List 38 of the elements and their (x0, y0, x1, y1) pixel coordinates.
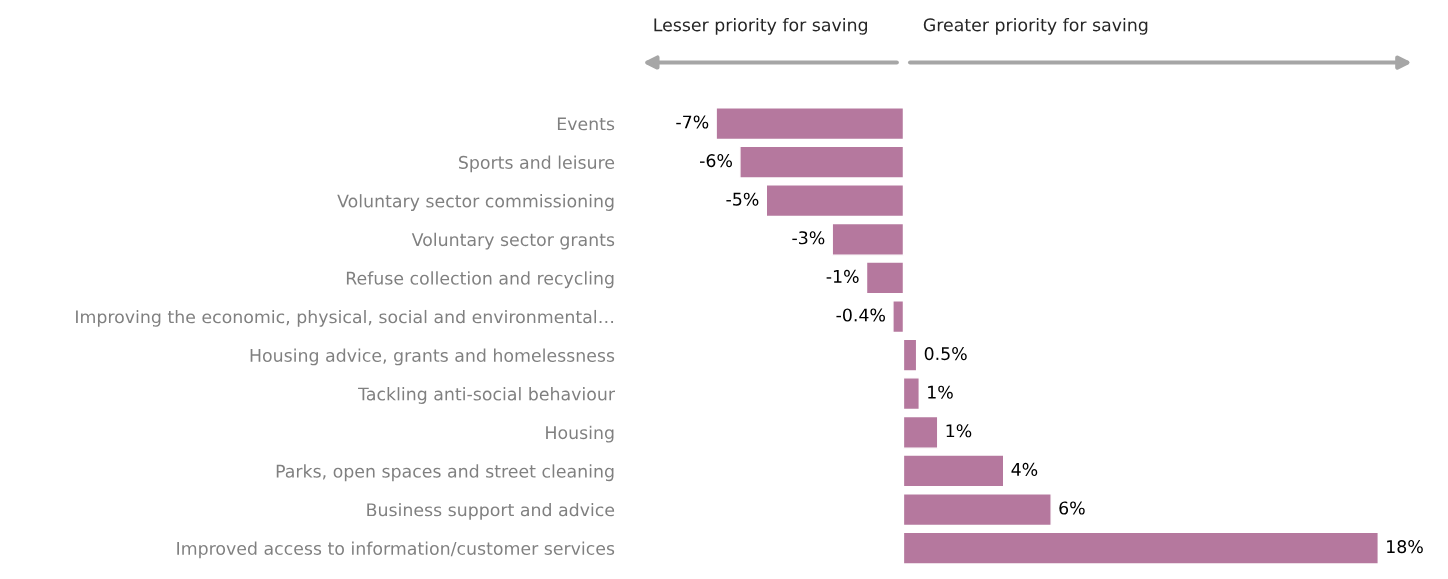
data-label: 4% (1011, 462, 1038, 476)
text: Greater priority for saving (923, 17, 1148, 35)
bar (902, 338, 918, 372)
bar (902, 531, 1379, 565)
bar (902, 415, 939, 449)
bar (865, 261, 905, 295)
data-label: -0.4% (836, 308, 885, 322)
y-tick-label: Tackling anti-social behaviour (358, 387, 616, 404)
data-label: 1% (946, 424, 972, 438)
data-label: -5% (726, 192, 759, 206)
y-tick-label: Sports and leisure (459, 155, 615, 173)
data-label: 1% (928, 385, 953, 399)
y-tick-label: Events (557, 117, 615, 131)
data-label: -1% (826, 269, 859, 283)
data-label: -3% (792, 231, 825, 245)
text: Lesser priority for saving (654, 17, 868, 35)
data-label: 6% (1059, 501, 1085, 515)
bar (902, 454, 1005, 488)
bar (902, 492, 1052, 527)
y-tick-label: Housing advice, grants and homelessness (250, 348, 615, 366)
bar (715, 106, 905, 141)
bar (831, 222, 905, 256)
bar (765, 184, 905, 218)
data-label: -6% (700, 154, 732, 168)
data-label: 18% (1387, 540, 1423, 554)
y-tick-label: Business support and advice (367, 502, 615, 520)
y-tick-label: Housing (546, 425, 614, 443)
bar (739, 145, 905, 179)
bar (892, 299, 905, 334)
y-tick-label: Refuse collection and recycling (346, 271, 614, 289)
y-tick-label: Parks, open spaces and street cleaning (276, 464, 614, 482)
y-tick-label: Voluntary sector grants (411, 232, 615, 250)
y-tick-label: Improving the economic, physical, social and environmental… (76, 309, 614, 327)
data-label: -7% (676, 115, 709, 129)
bar (902, 377, 920, 411)
y-tick-label: Improved access to information/customer services (177, 541, 615, 559)
y-tick-label: Voluntary sector commissioning (337, 194, 614, 211)
data-label: 0.5% (924, 347, 967, 361)
